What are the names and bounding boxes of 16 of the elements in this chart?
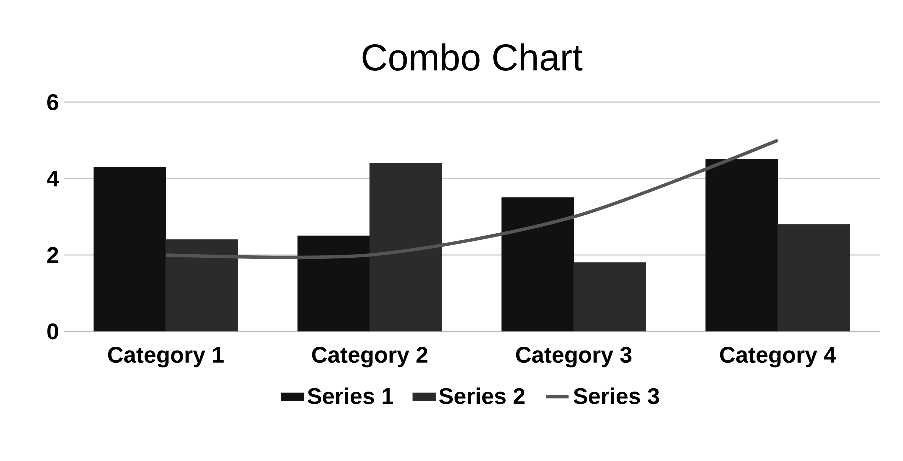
x-tick-label: Category 3 [516,347,632,368]
x-tick-label: Category 4 [720,347,836,368]
x-tick-label: Category 2 [312,347,428,368]
x-tick-label: Category 1 [108,347,224,368]
y-tick-label: 4 [47,170,60,187]
y-tick-label: 2 [47,247,58,264]
legend-label: Series 2 [439,388,525,404]
y-tick-label: 0 [48,324,58,340]
bar [502,198,574,332]
bar [298,236,370,332]
y-tick-label: 6 [48,94,58,110]
bar [706,159,778,332]
legend-label: Series 3 [574,388,660,404]
chart-title: Combo Chart [362,44,583,71]
legend-label: Series 1 [308,388,394,404]
bar [94,167,166,332]
